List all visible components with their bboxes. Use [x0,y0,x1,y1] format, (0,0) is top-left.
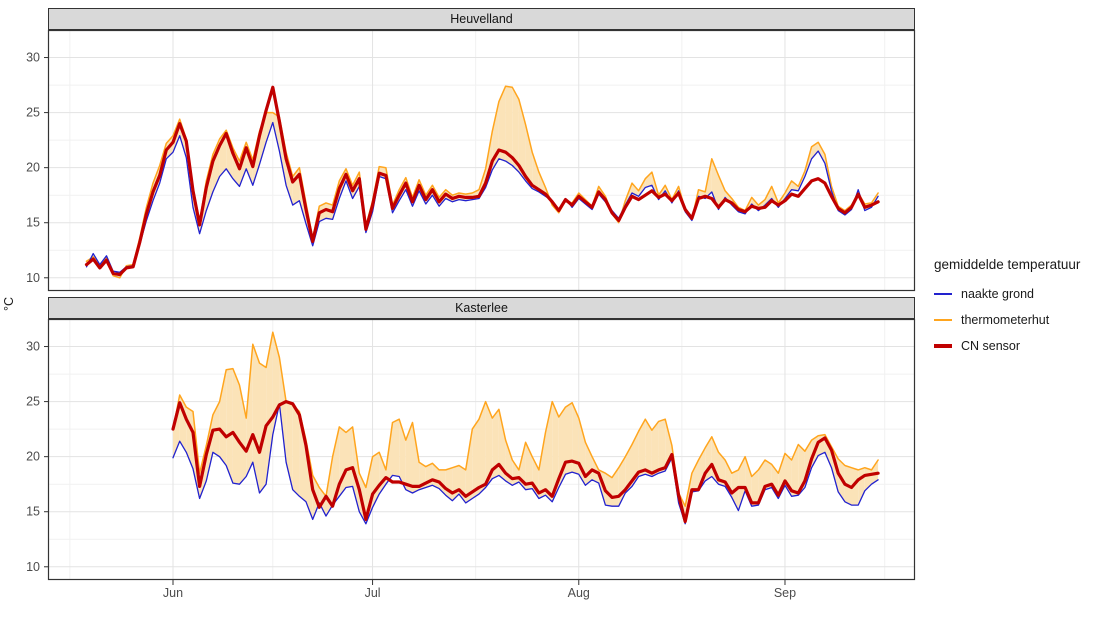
legend-key-thermometerhut-icon [934,319,952,322]
legend-key-cn-sensor-icon [934,344,952,348]
y-axis-tick-label: 10 [26,560,40,574]
x-axis-tick-label: Jun [163,586,183,600]
y-axis-tick-label: 30 [26,340,40,354]
y-axis-tick-label: 20 [26,450,40,464]
ribbon-segment [293,405,300,496]
figure: 10 15 20 25 30 10 15 20 25 30 Jun Jul Aug Sep Heuvell… [0,0,1111,625]
y-axis-tick-label: 15 [26,216,40,230]
legend-item-naakte-grond: naakte grond [934,281,1110,307]
legend-label-naakte-grond: naakte grond [961,287,1034,301]
facet-title-heuvelland: Heuvelland [450,12,513,26]
ribbon-segment [393,419,400,476]
facet-strip-heuvelland: Heuvelland [48,8,915,30]
legend-item-cn-sensor: CN sensor [934,333,1110,359]
legend-label-cn-sensor: CN sensor [961,339,1020,353]
legend: gemiddelde temperatuur naakte grond ther… [934,257,1110,359]
facet-title-kasterlee: Kasterlee [455,301,508,315]
y-axis-tick-label: 20 [26,161,40,175]
ribbon-segment [659,419,666,473]
y-axis-tick-label: 10 [26,271,40,285]
ribbon-segment [233,369,240,485]
ribbon-segment [346,427,353,488]
x-axis-tick-label: Jul [365,586,381,600]
x-axis-tick-label: Aug [568,586,590,600]
y-axis-tick-label: 15 [26,505,40,519]
facet-strip-kasterlee: Kasterlee [48,297,915,319]
y-axis-title: °C [2,290,24,318]
y-axis-tick-label: 25 [26,395,40,409]
x-axis-tick-label: Sep [774,586,796,600]
ribbon-segment [226,369,233,484]
legend-title: gemiddelde temperatuur [934,257,1110,272]
legend-item-thermometerhut: thermometerhut [934,307,1110,333]
legend-key-naakte-grond-icon [934,293,952,296]
legend-label-thermometerhut: thermometerhut [961,313,1049,327]
y-axis-tick-label: 25 [26,106,40,120]
y-axis-tick-label: 30 [26,51,40,65]
